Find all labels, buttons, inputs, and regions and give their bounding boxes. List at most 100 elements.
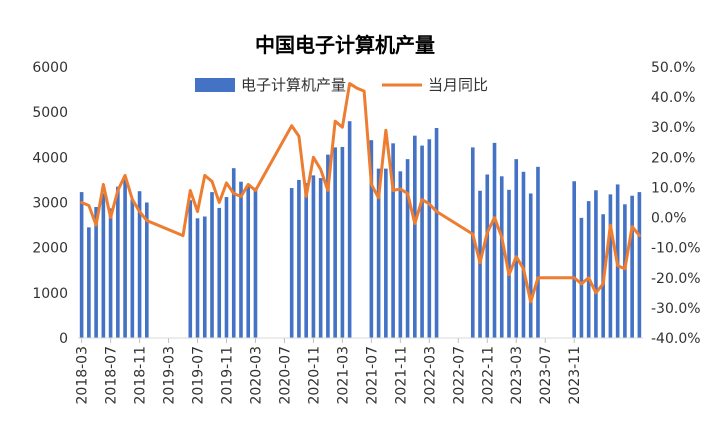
bar bbox=[333, 147, 337, 338]
y-right-tick-label: 10.0% bbox=[651, 180, 695, 196]
bar bbox=[572, 181, 576, 338]
bar bbox=[94, 207, 98, 338]
bar bbox=[369, 140, 374, 338]
bar bbox=[195, 218, 200, 338]
bar bbox=[492, 142, 497, 338]
bar bbox=[347, 121, 352, 338]
bar bbox=[340, 146, 345, 338]
bar bbox=[579, 217, 584, 338]
x-tick-label: 2019-07 bbox=[191, 346, 207, 405]
x-tick-label: 2020-07 bbox=[277, 346, 293, 405]
bar bbox=[594, 190, 598, 338]
x-tick-label: 2023-07 bbox=[538, 346, 554, 405]
y-axis-left: 0 1000 2000 3000 4000 5000 6000 bbox=[32, 60, 68, 347]
legend-line-label: 当月同比 bbox=[428, 76, 488, 94]
bar bbox=[391, 143, 395, 338]
bar bbox=[217, 207, 222, 338]
y-left-tick-label: 2000 bbox=[32, 241, 68, 257]
bar bbox=[116, 186, 120, 338]
bar bbox=[376, 168, 381, 338]
x-axis: 2018-03 2018-07 2018-11 2019-03 2019-07 2019-… bbox=[75, 338, 583, 405]
bar bbox=[398, 171, 403, 338]
x-tick-label: 2018-11 bbox=[133, 346, 149, 405]
bar bbox=[79, 192, 84, 338]
bar bbox=[470, 147, 475, 338]
legend-bar-swatch bbox=[195, 78, 235, 92]
bar bbox=[108, 208, 113, 338]
bar bbox=[239, 181, 243, 338]
bar bbox=[145, 202, 149, 338]
chart-title: 中国电子计算机产量 bbox=[255, 33, 435, 57]
y-right-tick-label: 0.0% bbox=[651, 211, 687, 227]
bar bbox=[478, 190, 482, 338]
bar bbox=[231, 168, 236, 338]
y-left-tick-label: 5000 bbox=[32, 105, 68, 121]
y-right-tick-label: -20.0% bbox=[651, 271, 701, 287]
y-right-tick-label: 20.0% bbox=[651, 150, 695, 166]
x-tick-label: 2021-11 bbox=[393, 346, 409, 405]
x-tick-label: 2022-03 bbox=[422, 346, 438, 405]
bar bbox=[434, 127, 439, 338]
bar bbox=[202, 216, 207, 338]
bar bbox=[586, 201, 591, 338]
y-axis-right: -40.0% -30.0% -20.0% -10.0% 0.0% 10.0% 20.0% 30… bbox=[651, 60, 701, 347]
bar bbox=[311, 175, 316, 338]
bar bbox=[130, 199, 135, 338]
y-right-tick-label: -30.0% bbox=[651, 301, 701, 317]
y-right-tick-label: 30.0% bbox=[651, 120, 695, 136]
bar bbox=[427, 139, 432, 338]
y-right-tick-label: -40.0% bbox=[651, 331, 701, 347]
bar bbox=[514, 159, 519, 338]
bar bbox=[608, 194, 613, 338]
y-left-tick-label: 6000 bbox=[32, 60, 68, 76]
bar bbox=[304, 183, 308, 338]
x-tick-label: 2019-11 bbox=[219, 346, 235, 405]
y-right-tick-label: 40.0% bbox=[651, 90, 695, 106]
bar bbox=[224, 197, 229, 338]
bar bbox=[123, 179, 127, 338]
bar bbox=[384, 168, 388, 338]
bar bbox=[420, 145, 424, 338]
bar bbox=[623, 204, 627, 338]
bar-series bbox=[79, 121, 642, 338]
x-tick-label: 2020-11 bbox=[306, 346, 322, 405]
bar bbox=[246, 185, 251, 338]
legend-bar-label: 电子计算机产量 bbox=[241, 76, 346, 94]
y-left-tick-label: 3000 bbox=[32, 196, 68, 212]
x-tick-label: 2019-03 bbox=[162, 346, 178, 405]
y-right-tick-label: -10.0% bbox=[651, 241, 701, 257]
bar bbox=[405, 159, 410, 338]
bar bbox=[297, 179, 301, 338]
bar bbox=[326, 154, 330, 338]
x-tick-label: 2022-07 bbox=[451, 346, 467, 405]
bar bbox=[413, 135, 417, 338]
x-tick-label: 2021-03 bbox=[335, 346, 351, 405]
y-right-tick-label: 50.0% bbox=[651, 60, 695, 76]
y-left-tick-label: 0 bbox=[59, 331, 68, 347]
x-tick-label: 2018-03 bbox=[75, 346, 91, 405]
bar bbox=[507, 189, 511, 338]
bar bbox=[101, 193, 106, 338]
x-tick-label: 2023-03 bbox=[509, 346, 525, 405]
bar bbox=[499, 176, 504, 338]
yoy-line bbox=[80, 82, 641, 304]
bar bbox=[253, 187, 258, 338]
x-tick-label: 2020-03 bbox=[248, 346, 264, 405]
bar bbox=[87, 227, 91, 338]
x-tick-label: 2023-11 bbox=[567, 346, 583, 405]
x-tick-label: 2022-11 bbox=[480, 346, 496, 405]
x-tick-label: 2018-07 bbox=[104, 346, 120, 405]
y-left-tick-label: 1000 bbox=[32, 286, 68, 302]
y-left-tick-label: 4000 bbox=[32, 150, 68, 166]
bar bbox=[528, 193, 533, 338]
bar bbox=[521, 171, 526, 338]
bar bbox=[318, 178, 323, 338]
bar bbox=[637, 192, 642, 338]
bar bbox=[536, 166, 540, 338]
legend: 电子计算机产量 当月同比 bbox=[195, 76, 488, 94]
bar bbox=[210, 192, 214, 338]
bar bbox=[630, 195, 634, 338]
bar bbox=[485, 174, 490, 338]
bar bbox=[137, 191, 142, 338]
